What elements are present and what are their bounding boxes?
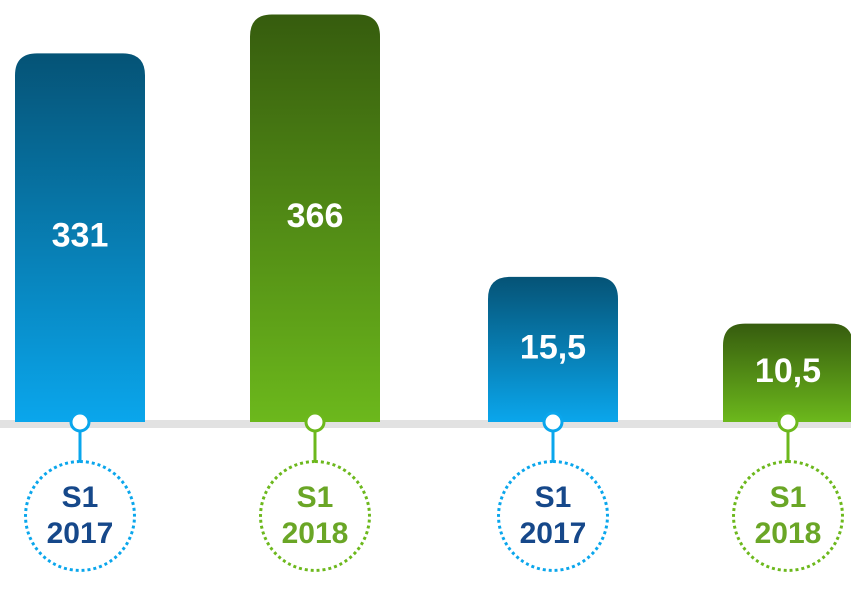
value-label: 366	[287, 197, 344, 235]
bar	[723, 323, 851, 422]
category-label: S1 2018	[754, 481, 822, 550]
value-label: 15,5	[520, 328, 586, 366]
category-label: S1 2018	[281, 481, 349, 550]
bar	[250, 14, 380, 423]
category-badge: S1 2017	[24, 460, 136, 572]
category-badge: S1 2018	[259, 460, 371, 572]
connector-dot	[777, 411, 799, 433]
bar	[488, 276, 618, 422]
connector-dot	[69, 411, 91, 433]
value-label: 10,5	[755, 352, 821, 390]
category-label: S1 2017	[46, 481, 114, 550]
category-badge: S1 2017	[497, 460, 609, 572]
baseline-shadow	[0, 420, 851, 428]
category-badge: S1 2018	[732, 460, 844, 572]
connector-dot	[542, 411, 564, 433]
bar	[15, 53, 145, 422]
connector-dot	[304, 411, 326, 433]
value-label: 331	[52, 217, 109, 255]
category-label: S1 2017	[519, 481, 587, 550]
